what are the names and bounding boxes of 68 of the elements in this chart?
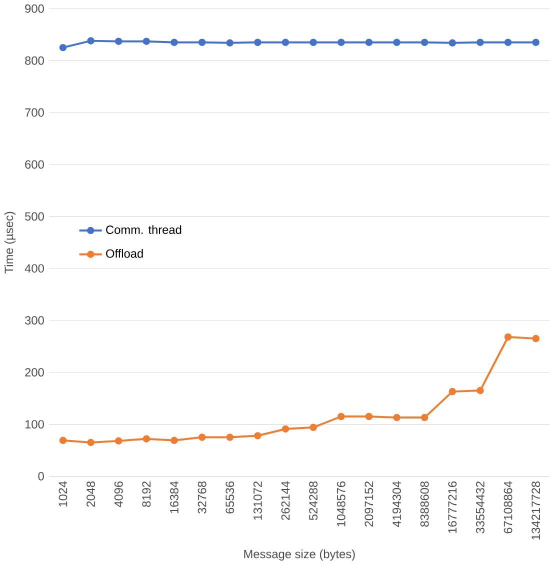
y-tick-label: 400: [24, 264, 44, 273]
y-tick-label: 0: [38, 472, 44, 480]
point: [142, 38, 150, 45]
point: [476, 386, 484, 394]
point: [476, 38, 484, 46]
y-tick-label: 500: [25, 212, 44, 221]
point: [226, 39, 234, 47]
point: [254, 432, 262, 440]
x-tick-label: 67108864: [504, 481, 512, 534]
x-axis-title: Message size (bytes): [244, 550, 355, 561]
point: [448, 39, 456, 47]
point: [87, 438, 94, 446]
x-tick-label: 2048: [86, 481, 96, 507]
point: [114, 38, 122, 45]
point: [448, 388, 456, 396]
legend-label: Comm. thread: [106, 225, 182, 234]
y-tick-label: 900: [25, 4, 44, 13]
x-tick-label: 131072: [253, 482, 262, 520]
x-tick-label: 2097152: [364, 482, 374, 527]
point: [365, 412, 373, 420]
y-axis-title: Time (µsec): [4, 212, 16, 274]
point: [420, 38, 428, 46]
x-tick-label: 1024: [58, 481, 68, 506]
x-tick-label: 262144: [281, 481, 290, 520]
point: [170, 436, 178, 444]
point: [282, 425, 290, 433]
point: [365, 38, 373, 46]
x-tick-label: 33554432: [476, 482, 484, 534]
x-tick-label: 16384: [170, 481, 178, 514]
x-tick-label: 524288: [309, 481, 318, 520]
point: [532, 334, 540, 342]
point: [198, 434, 206, 441]
point: [393, 414, 400, 422]
point: [87, 37, 94, 44]
point: [142, 435, 150, 442]
y-tick-label: 100: [25, 420, 44, 429]
point: [420, 414, 428, 422]
point: [504, 333, 512, 341]
x-tick-label: 8388608: [420, 481, 429, 527]
x-tick-label: 65536: [226, 481, 234, 514]
point: [504, 38, 512, 46]
point: [114, 437, 122, 445]
y-tick-label: 700: [25, 108, 44, 117]
point: [59, 44, 67, 52]
point: [170, 38, 178, 46]
legend-label: Offload: [106, 249, 143, 258]
x-tick-label: 1048576: [336, 481, 346, 526]
point: [254, 38, 262, 46]
point: [226, 434, 234, 441]
x-tick-label: 134217728: [532, 481, 540, 540]
y-tick-label: 200: [25, 368, 44, 377]
y-tick-label: 600: [25, 160, 44, 169]
point: [310, 424, 317, 432]
point: [282, 38, 290, 46]
point: [393, 38, 400, 46]
y-tick-label: 300: [25, 316, 44, 325]
point: [338, 38, 345, 46]
x-tick-label: 4194304: [392, 481, 401, 527]
point: [310, 38, 317, 46]
x-tick-label: 4096: [114, 481, 123, 508]
x-tick-label: 16777216: [448, 481, 457, 533]
point: [338, 412, 345, 420]
point: [59, 436, 67, 444]
x-tick-label: 8192: [142, 482, 151, 507]
point: [198, 38, 206, 46]
x-tick-label: 32768: [198, 481, 206, 514]
point: [532, 38, 540, 46]
y-tick-label: 800: [25, 56, 44, 65]
